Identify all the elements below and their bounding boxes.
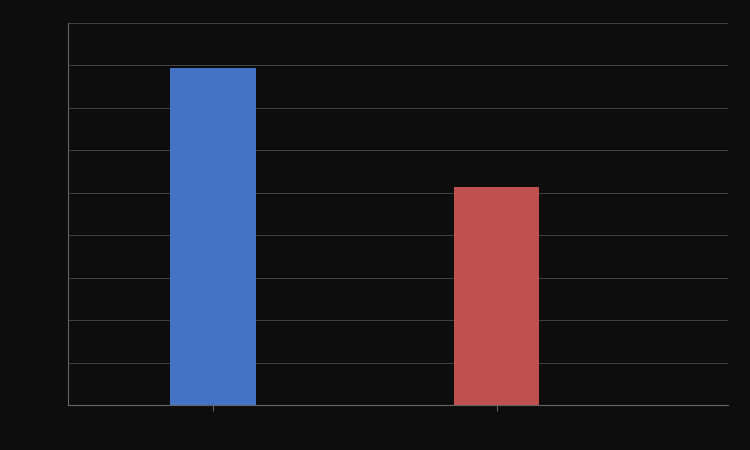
Bar (454, 187, 539, 405)
Bar (170, 68, 256, 405)
